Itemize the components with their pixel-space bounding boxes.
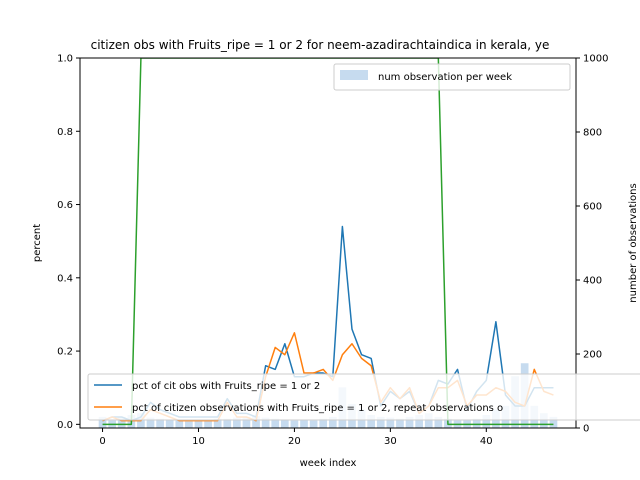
bar-week-23	[319, 418, 328, 428]
bar-week-12	[213, 418, 222, 428]
bar-week-6	[156, 418, 164, 428]
bar-week-11	[204, 419, 212, 428]
bar-week-40	[482, 415, 491, 428]
bar-week-28	[367, 415, 376, 428]
bar-week-21	[300, 419, 308, 428]
bar-week-2	[117, 416, 126, 428]
legend-line-label-blue: pct of cit obs with Fruits_ripe = 1 or 2	[132, 381, 320, 392]
y-tick-label: 0.6	[57, 200, 73, 211]
y-axis-right-label: number of observations	[628, 183, 639, 302]
y-tick-label: 0.0	[57, 420, 73, 431]
y-axis-left: 0.0 0.2 0.4 0.6 0.8 1.0	[57, 54, 80, 431]
bar-week-7	[165, 419, 174, 428]
y2-tick-label: 800	[583, 128, 602, 139]
bar-week-8	[175, 420, 184, 428]
y-tick-label: 0.4	[57, 273, 73, 284]
bar-week-18	[271, 418, 280, 428]
bar-week-46	[540, 413, 548, 428]
bar-week-29	[376, 416, 385, 428]
y-tick-label: 0.2	[57, 347, 73, 358]
x-tick-label: 10	[192, 436, 205, 447]
y2-tick-label: 1000	[583, 54, 608, 65]
legend-top-frame	[333, 63, 571, 91]
bar-week-14	[233, 417, 241, 428]
legend-bar-label: num observation per week	[378, 72, 512, 83]
bar-week-30	[386, 417, 395, 428]
y-tick-label: 0.8	[57, 127, 73, 138]
x-axis-label: week index	[300, 458, 357, 469]
legend-top: num observation per week	[333, 63, 571, 91]
bar-week-35	[434, 416, 443, 428]
y2-tick-label: 200	[583, 350, 602, 361]
y-axis-right: 0 200 400 600 800 1000	[576, 54, 608, 435]
bar-week-22	[309, 420, 318, 428]
bar-week-24	[328, 416, 337, 428]
legend-line-label-orange: pct of citizen observations with Fruits_…	[132, 403, 503, 414]
legend-bottom: pct of cit obs with Fruits_ripe = 1 or 2…	[87, 373, 640, 421]
x-axis: 0 10 20 30 40	[99, 428, 493, 447]
series-line-2	[102, 58, 554, 426]
bar-week-32	[405, 416, 414, 428]
legend-bar-swatch	[340, 70, 368, 80]
bar-week-9	[185, 421, 193, 428]
bar-week-33	[415, 415, 423, 428]
x-tick-label: 20	[288, 436, 301, 447]
bar-week-5	[146, 417, 155, 428]
y2-tick-label: 400	[583, 276, 602, 287]
bar-week-20	[290, 420, 299, 428]
y-tick-label: 1.0	[57, 54, 73, 65]
x-tick-label: 0	[99, 436, 105, 447]
plot-frame	[79, 57, 577, 429]
bar-week-17	[261, 417, 270, 428]
bar-week-0	[98, 416, 107, 428]
bar-week-34	[424, 413, 433, 428]
bar-week-10	[194, 420, 203, 428]
y2-tick-label: 0	[583, 424, 589, 435]
bar-week-31	[396, 418, 404, 428]
bar-week-39	[472, 418, 481, 428]
bar-week-15	[242, 416, 251, 428]
chart-title: citizen obs with Fruits_ripe = 1 or 2 fo…	[91, 38, 550, 52]
bar-week-16	[252, 416, 260, 428]
legend-bottom-frame	[87, 373, 640, 421]
x-tick-label: 40	[480, 436, 493, 447]
bar-week-13	[223, 418, 232, 428]
bar-week-19	[280, 419, 289, 428]
y2-tick-label: 600	[583, 202, 602, 213]
lines-layer	[102, 58, 554, 426]
y-axis-label: percent	[32, 224, 43, 262]
x-tick-label: 30	[384, 436, 397, 447]
bar-week-47	[549, 416, 558, 428]
